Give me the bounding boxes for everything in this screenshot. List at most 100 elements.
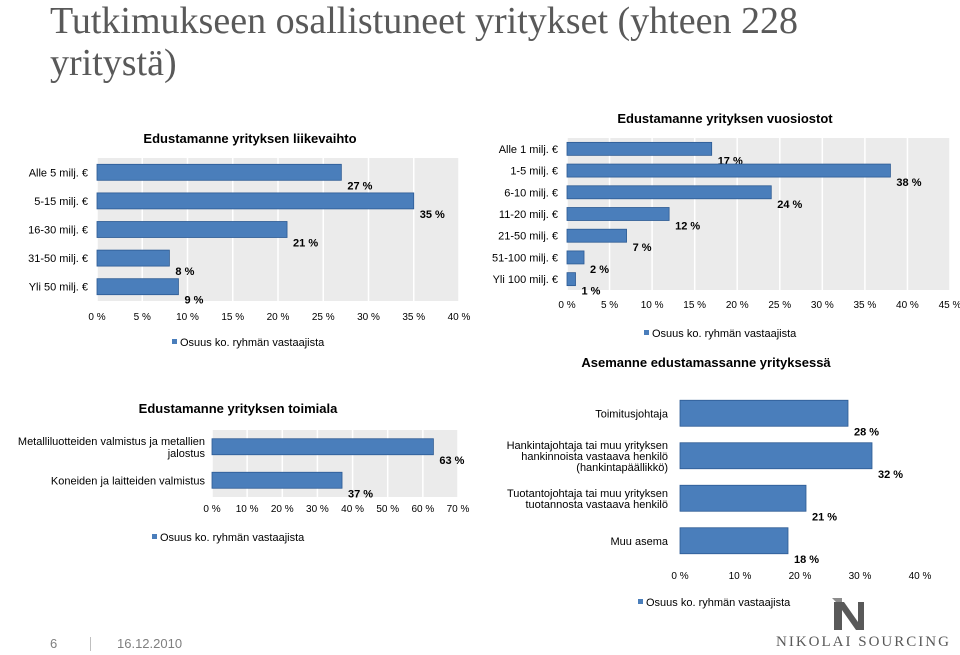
chart-asema: Asemanne edustamassanne yrityksessä 0 % 10…	[480, 350, 960, 615]
tick-label: 10 %	[641, 300, 664, 311]
legend-label: Osuus ko. ryhmän vastaajista	[652, 328, 797, 340]
tick-label: 5 %	[134, 312, 151, 323]
data-label: 9 %	[184, 295, 203, 307]
data-label: 21 %	[293, 238, 318, 250]
tick-label: 60 %	[411, 504, 434, 515]
data-label: 12 %	[675, 221, 700, 233]
tick-label: 40 %	[341, 504, 364, 515]
bar	[679, 527, 789, 555]
bar	[211, 438, 434, 456]
tick-label: 0 %	[203, 504, 220, 515]
bar	[566, 163, 891, 178]
category-label: Metalliluotteiden valmistus ja metallien…	[18, 436, 206, 460]
footer-divider	[90, 637, 91, 651]
tick-label: 20 %	[267, 312, 290, 323]
bar	[96, 163, 342, 181]
bar	[96, 221, 288, 238]
chart-title: Edustamanne yrityksen toimiala	[139, 401, 338, 416]
chart-toimiala: Edustamanne yrityksen toimiala 0 % 10 % 20 …	[0, 395, 480, 555]
tick-label: 10 %	[236, 504, 259, 515]
data-label: 2 %	[590, 264, 609, 276]
tick-label: 35 %	[402, 312, 425, 323]
category-label: Yli 50 milj. €	[29, 282, 88, 294]
legend-label: Osuus ko. ryhmän vastaajista	[180, 337, 325, 349]
data-label: 24 %	[777, 199, 802, 211]
category-label: 1-5 milj. €	[510, 166, 558, 178]
nikolai-logo-icon	[832, 598, 864, 630]
category-label: 11-20 milj. €	[499, 209, 558, 221]
bar	[96, 192, 415, 210]
tick-label: 30 %	[357, 312, 380, 323]
data-label: 8 %	[175, 266, 194, 278]
page-number: 6	[50, 636, 58, 651]
bar	[566, 228, 627, 243]
data-label: 38 %	[896, 177, 921, 189]
tick-label: 20 %	[789, 571, 812, 582]
tick-label: 15 %	[221, 312, 244, 323]
chart-title: Asemanne edustamassanne yrityksessä	[581, 355, 831, 370]
category-label: Yli 100 milj. €	[493, 274, 558, 286]
slide-title: Tutkimukseen osallistuneet yritykset (yh…	[50, 0, 798, 84]
data-label: 18 %	[794, 554, 819, 566]
tick-label: 25 %	[768, 300, 791, 311]
tick-label: 20 %	[271, 504, 294, 515]
tick-label: 40 %	[896, 300, 919, 311]
bar	[566, 272, 576, 287]
bar	[96, 249, 170, 267]
legend-label: Osuus ko. ryhmän vastaajista	[646, 597, 791, 609]
data-label: 35 %	[420, 209, 445, 221]
tick-label: 35 %	[853, 300, 876, 311]
bar	[566, 250, 585, 265]
chart-svg: Asemanne edustamassanne yrityksessä 0 % 10…	[507, 355, 932, 609]
category-label: Toimitusjohtaja	[595, 408, 669, 420]
tick-label: 40 %	[909, 571, 932, 582]
tick-label: 30 %	[849, 571, 872, 582]
tick-label: 25 %	[312, 312, 335, 323]
bar	[566, 207, 670, 221]
tick-label: 50 %	[376, 504, 399, 515]
legend-swatch	[638, 599, 643, 604]
data-label: 28 %	[854, 426, 879, 438]
tick-label: 5 %	[601, 300, 618, 311]
bar	[679, 484, 807, 512]
category-label: Alle 5 milj. €	[29, 167, 88, 179]
bar	[211, 471, 343, 489]
tick-label: 15 %	[683, 300, 706, 311]
category-label: Alle 1 milj. €	[499, 144, 558, 156]
category-label: Tuotantojohtaja tai muu yrityksen tuotann…	[507, 488, 668, 511]
chart-liikevaihto: Edustamanne yrityksen liikevaihto 0 % 5 % 1…	[0, 125, 480, 355]
bar	[679, 399, 849, 427]
category-label: 5-15 milj. €	[34, 196, 88, 208]
chart-title: Edustamanne yrityksen vuosiostot	[617, 111, 833, 126]
tick-label: 45 %	[939, 300, 960, 311]
tick-label: 0 %	[671, 571, 688, 582]
category-label: Muu asema	[611, 536, 669, 548]
tick-label: 20 %	[726, 300, 749, 311]
chart-title: Edustamanne yrityksen liikevaihto	[143, 131, 356, 146]
data-label: 1 %	[582, 286, 601, 298]
category-label: Hankintajohtaja tai muu yrityksen hankinn…	[507, 440, 668, 474]
tick-label: 30 %	[811, 300, 834, 311]
category-label: 31-50 milj. €	[28, 253, 88, 265]
tick-label: 0 %	[558, 300, 575, 311]
tick-label: 40 %	[448, 312, 471, 323]
category-label: 16-30 milj. €	[28, 225, 88, 237]
data-label: 21 %	[812, 511, 837, 523]
legend-label: Osuus ko. ryhmän vastaajista	[160, 532, 305, 544]
bar	[96, 278, 179, 296]
category-label: 51-100 milj. €	[492, 252, 558, 264]
category-label: 21-50 milj. €	[498, 231, 558, 243]
legend-swatch	[152, 534, 157, 539]
tick-label: 10 %	[729, 571, 752, 582]
legend-swatch	[172, 339, 177, 344]
chart-svg: Edustamanne yrityksen vuosiostot 0 % 5 % 10…	[492, 111, 960, 340]
footer-date: 16.12.2010	[117, 636, 183, 651]
chart-vuosiostot: Edustamanne yrityksen vuosiostot 0 % 5 % 10…	[480, 105, 960, 345]
tick-label: 10 %	[176, 312, 199, 323]
company-logo-text: NIKOLAI SOURCING	[776, 634, 951, 650]
chart-svg: Edustamanne yrityksen toimiala 0 % 10 % 20 …	[18, 401, 470, 544]
bar	[566, 141, 713, 156]
tick-label: 0 %	[88, 312, 105, 323]
data-label: 32 %	[878, 469, 903, 481]
tick-label: 70 %	[447, 504, 470, 515]
